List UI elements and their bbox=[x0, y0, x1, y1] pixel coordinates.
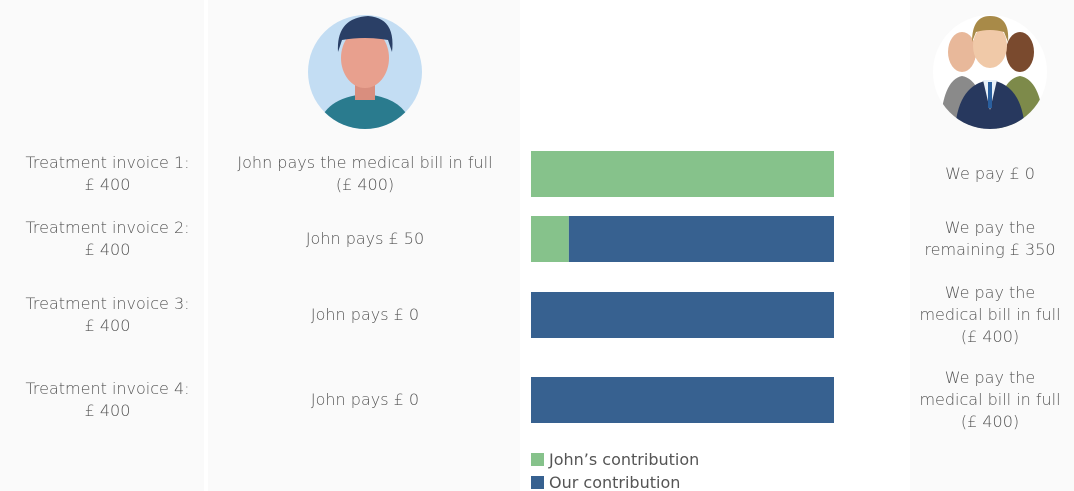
invoice-label: Treatment invoice 2: £ 400 bbox=[0, 204, 215, 274]
invoice-label: Treatment invoice 4: £ 400 bbox=[0, 365, 215, 435]
john-text: John pays £ 0 bbox=[210, 280, 520, 350]
invoice-label: Treatment invoice 1: £ 400 bbox=[0, 139, 215, 209]
we-text: We pay the remaining £ 350 bbox=[906, 204, 1074, 274]
bar-segment bbox=[531, 292, 834, 338]
legend-item: John’s contribution bbox=[531, 450, 699, 469]
john-avatar bbox=[308, 15, 422, 130]
legend-item: Our contribution bbox=[531, 473, 680, 491]
bar-segment bbox=[531, 377, 834, 423]
we-text: We pay £ 0 bbox=[906, 139, 1074, 209]
team-avatar bbox=[933, 15, 1047, 130]
legend-swatch bbox=[531, 476, 544, 489]
invoice-label: Treatment invoice 3: £ 400 bbox=[0, 280, 215, 350]
legend-swatch bbox=[531, 453, 544, 466]
infographic: John’s contribution Our contribution Trea… bbox=[0, 0, 1074, 491]
we-text: We pay the medical bill in full (£ 400) bbox=[906, 365, 1074, 435]
john-text: John pays £ 0 bbox=[210, 365, 520, 435]
legend-label: Our contribution bbox=[549, 473, 680, 491]
john-text: John pays £ 50 bbox=[210, 204, 520, 274]
we-text: We pay the medical bill in full (£ 400) bbox=[906, 280, 1074, 350]
john-text: John pays the medical bill in full (£ 40… bbox=[210, 139, 520, 209]
bar-segment bbox=[569, 216, 834, 262]
legend-label: John’s contribution bbox=[549, 450, 699, 469]
bar-segment bbox=[531, 216, 569, 262]
bar-segment bbox=[531, 151, 834, 197]
